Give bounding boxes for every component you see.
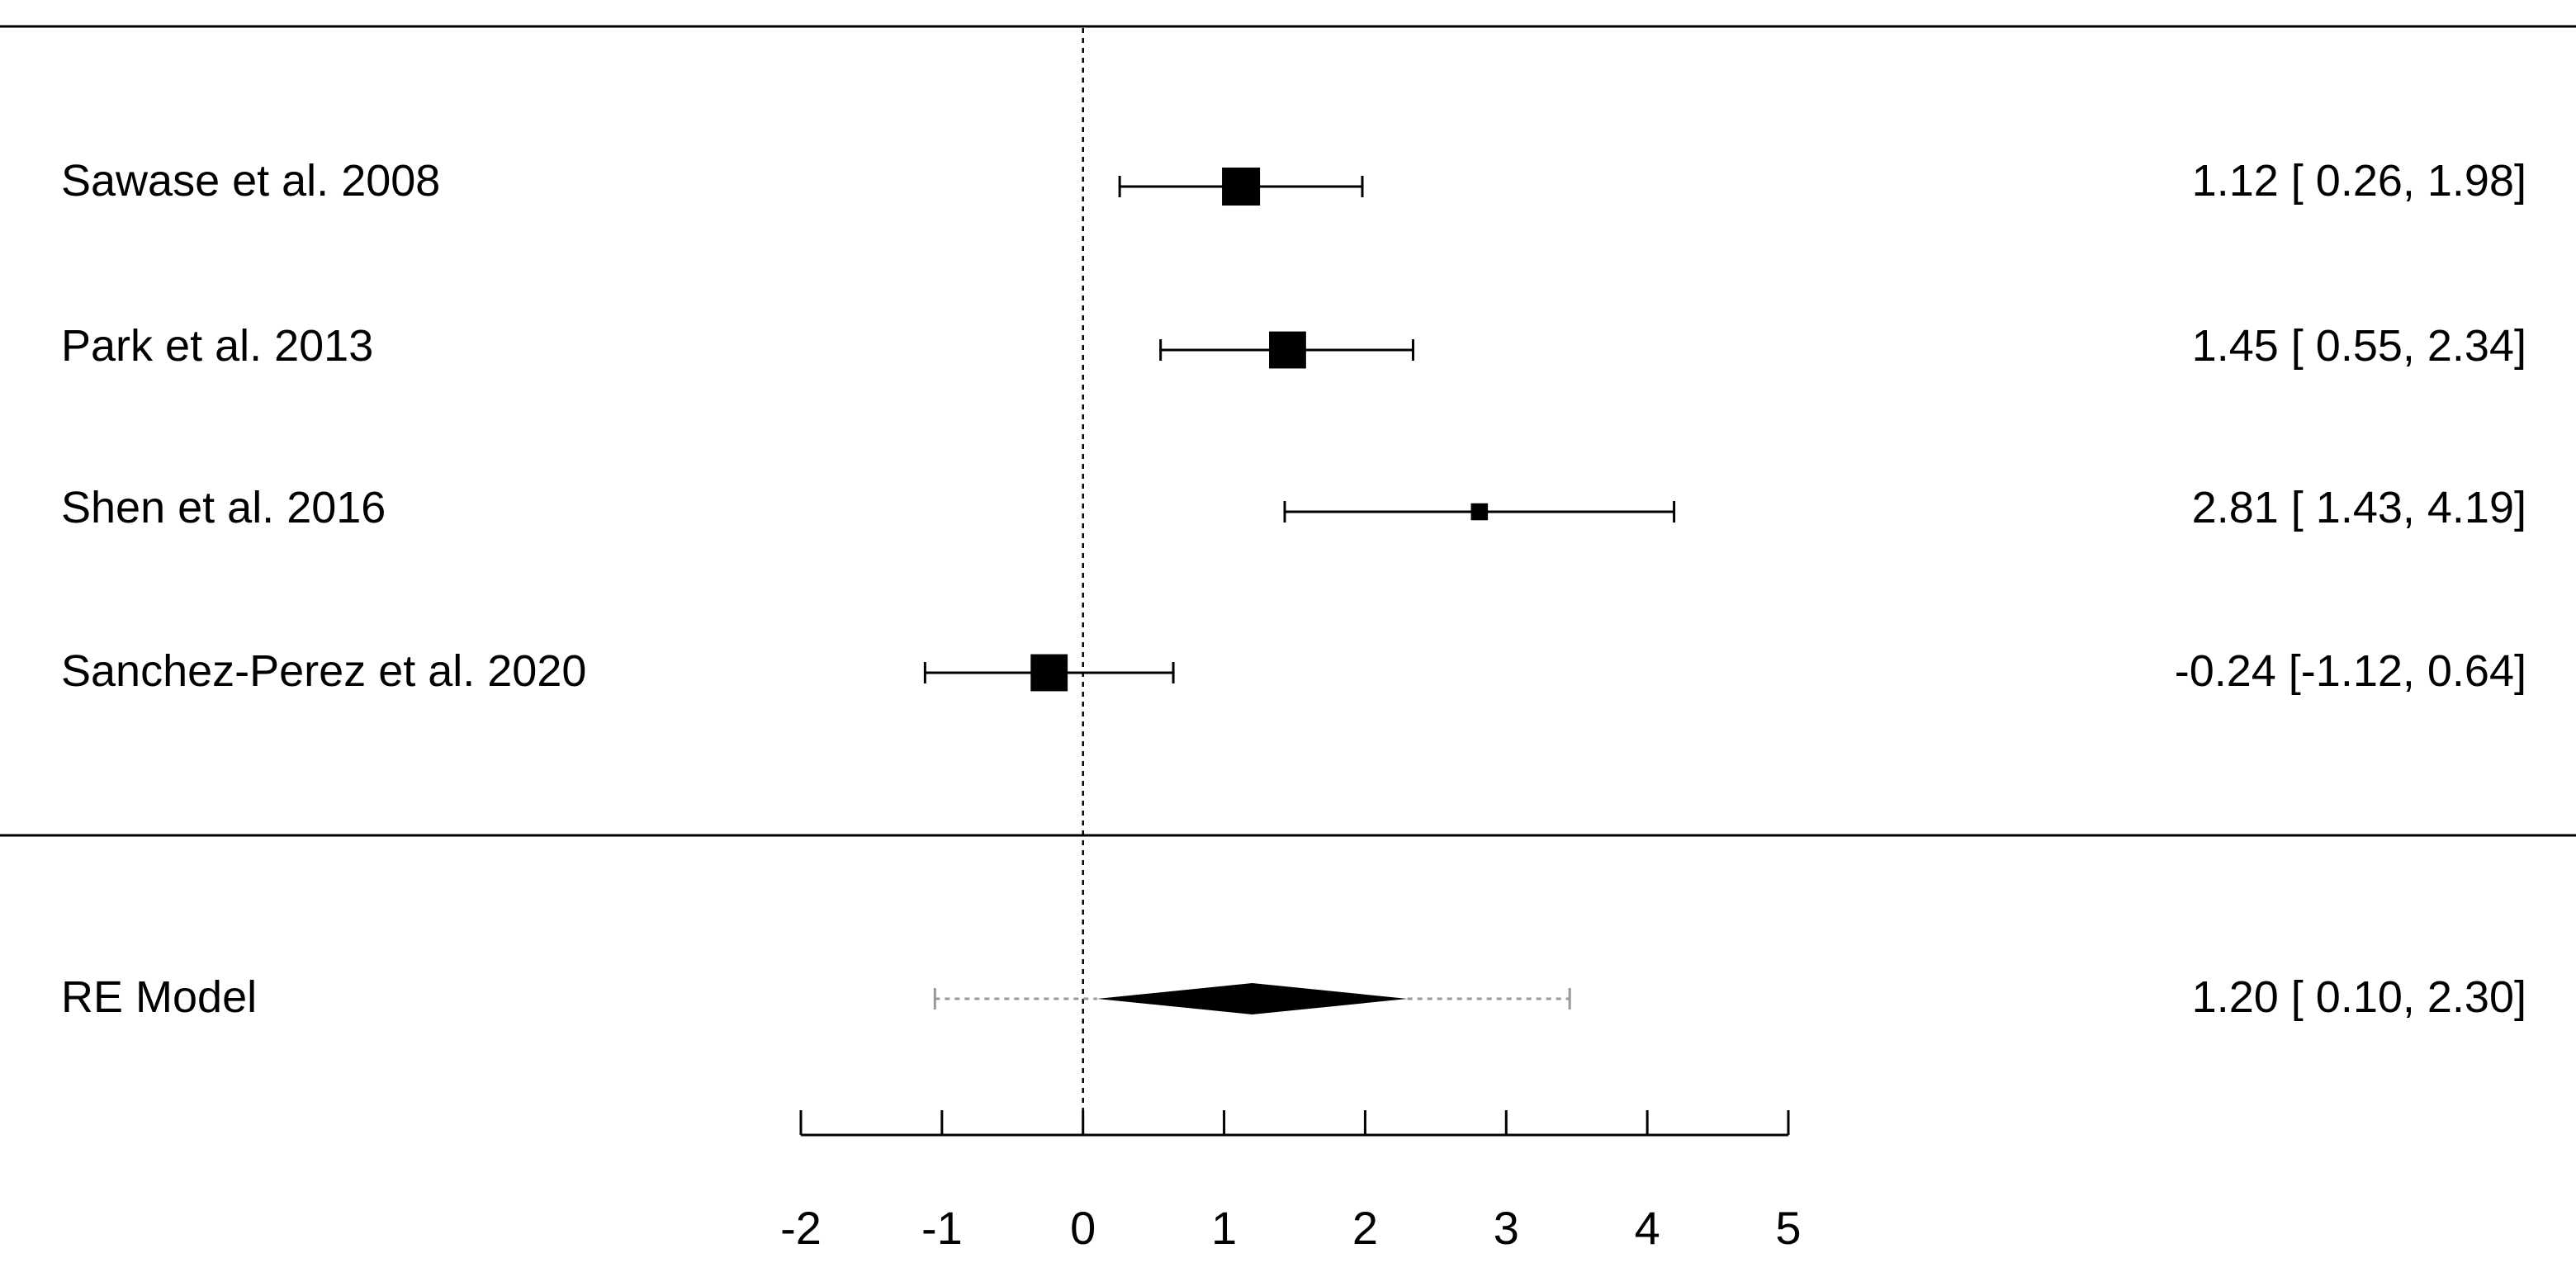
study-row: Sanchez-Perez et al. 2020 -0.24 [-1.12, … <box>61 646 2526 696</box>
x-axis-tick-label: -1 <box>921 1202 963 1254</box>
x-axis-tick-label: 2 <box>1352 1202 1378 1254</box>
summary-row: RE Model 1.20 [ 0.10, 2.30] <box>61 972 2526 1022</box>
summary-diamond <box>1096 983 1408 1014</box>
study-row: Park et al. 2013 1.45 [ 0.55, 2.34] <box>61 321 2526 371</box>
point-estimate-square <box>1470 503 1489 521</box>
study-effect-text: 2.81 [ 1.43, 4.19] <box>2192 483 2526 532</box>
chart-marks: -2 -1 0 1 2 3 4 5 <box>780 168 1802 1254</box>
study-effect-text: 1.45 [ 0.55, 2.34] <box>2192 321 2526 371</box>
point-estimate-square <box>1269 331 1306 369</box>
x-axis-tick-label: 4 <box>1635 1202 1660 1254</box>
x-axis-tick-label: 1 <box>1211 1202 1237 1254</box>
study-label: Park et al. 2013 <box>61 321 373 371</box>
summary-effect-text: 1.20 [ 0.10, 2.30] <box>2192 972 2526 1022</box>
study-row: Shen et al. 2016 2.81 [ 1.43, 4.19] <box>61 483 2526 532</box>
study-effect-text: 1.12 [ 0.26, 1.98] <box>2192 156 2526 206</box>
study-row: Sawase et al. 2008 1.12 [ 0.26, 1.98] <box>61 156 2526 206</box>
study-label: Shen et al. 2016 <box>61 483 386 532</box>
point-estimate-square <box>1222 168 1261 206</box>
summary-label: RE Model <box>61 972 257 1022</box>
study-label: Sawase et al. 2008 <box>61 156 440 206</box>
study-label: Sanchez-Perez et al. 2020 <box>61 646 586 696</box>
x-axis-tick-label: 3 <box>1494 1202 1519 1254</box>
x-axis-tick-label: 5 <box>1775 1202 1801 1254</box>
x-axis-tick-label: 0 <box>1070 1202 1096 1254</box>
study-effect-text: -0.24 [-1.12, 0.64] <box>2175 646 2526 696</box>
x-axis-tick-label: -2 <box>780 1202 822 1254</box>
point-estimate-square <box>1030 654 1068 692</box>
